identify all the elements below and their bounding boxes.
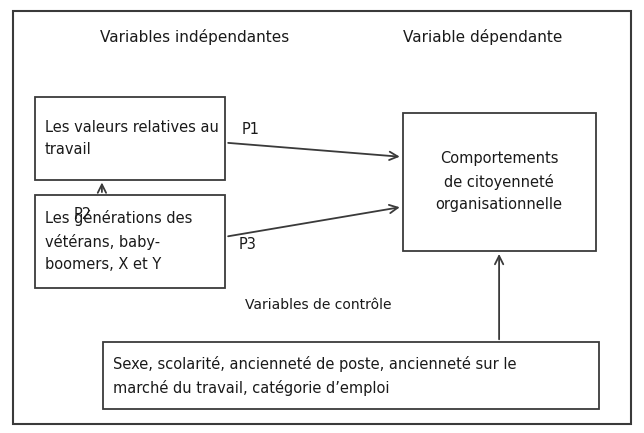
Text: Variable dépendante: Variable dépendante	[403, 29, 563, 45]
Text: Sexe, scolarité, ancienneté de poste, ancienneté sur le
marché du travail, catég: Sexe, scolarité, ancienneté de poste, an…	[113, 356, 516, 395]
Text: P1: P1	[242, 123, 260, 137]
Text: P2: P2	[74, 207, 92, 222]
Text: P3: P3	[238, 237, 256, 252]
FancyBboxPatch shape	[35, 97, 225, 180]
Text: Variables de contrôle: Variables de contrôle	[245, 298, 391, 312]
FancyBboxPatch shape	[13, 11, 631, 424]
Text: Les valeurs relatives au
travail: Les valeurs relatives au travail	[45, 120, 219, 157]
Text: Comportements
de citoyenneté
organisationnelle: Comportements de citoyenneté organisatio…	[435, 152, 563, 212]
FancyBboxPatch shape	[103, 342, 599, 409]
FancyBboxPatch shape	[402, 113, 596, 251]
FancyBboxPatch shape	[35, 195, 225, 288]
Text: Les générations des
vétérans, baby-
boomers, X et Y: Les générations des vétérans, baby- boom…	[45, 210, 193, 272]
Text: Variables indépendantes: Variables indépendantes	[100, 29, 289, 45]
